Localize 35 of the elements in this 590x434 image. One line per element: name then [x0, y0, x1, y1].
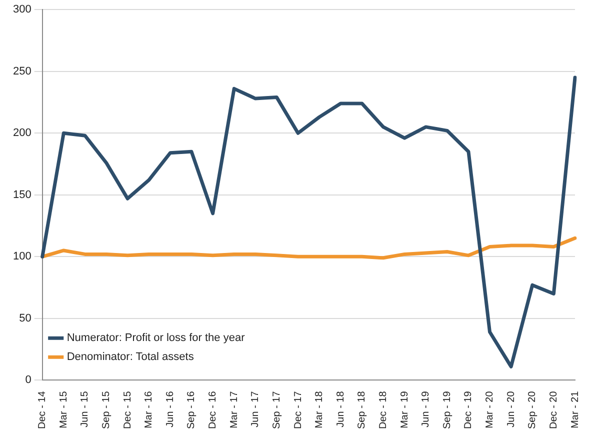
x-tick-label: Dec - 16 [208, 390, 219, 429]
x-tick-label: Mar - 17 [228, 390, 240, 428]
x-tick-label: Dec - 20 [548, 390, 560, 429]
x-tick-label: Sep - 15 [101, 390, 112, 430]
y-tick-label: 200 [12, 127, 32, 140]
legend-label: Denominator: Total assets [66, 351, 194, 364]
y-tick-label: 250 [12, 65, 32, 78]
x-tick-label: Sep - 17 [271, 390, 282, 430]
x-tick-label: Jun - 19 [420, 390, 432, 428]
x-tick-label: Jun - 17 [250, 390, 262, 428]
y-tick-label: 150 [12, 188, 32, 201]
x-tick-label: Sep - 19 [442, 390, 453, 430]
x-tick-label: Dec - 15 [122, 390, 134, 429]
x-tick-label: Mar - 16 [144, 390, 155, 428]
y-tick-label: 50 [19, 312, 32, 324]
x-tick-label: Sep - 16 [186, 390, 198, 430]
y-tick-label: 0 [25, 374, 32, 386]
x-tick-label: Dec - 18 [378, 390, 389, 429]
x-tick-label: Jun - 20 [506, 390, 517, 428]
y-tick-label: 100 [12, 250, 32, 263]
x-tick-label: Sep - 20 [527, 390, 538, 430]
x-tick-label: Mar - 19 [399, 390, 410, 428]
x-tick-label: Dec - 19 [463, 390, 474, 429]
x-tick-label: Mar - 15 [58, 390, 70, 428]
legend-label: Numerator: Profit or loss for the year [66, 332, 246, 344]
x-tick-label: Dec - 17 [292, 390, 304, 429]
x-tick-label: Mar - 21 [570, 390, 581, 428]
x-tick-label: Sep - 18 [356, 390, 368, 430]
x-tick-label: Jun - 15 [80, 390, 91, 428]
x-tick-label: Mar - 18 [314, 390, 326, 428]
x-tick-label: Jun - 18 [335, 390, 346, 428]
y-tick-label: 300 [12, 4, 32, 16]
x-tick-label: Jun - 16 [164, 390, 176, 428]
x-tick-label: Dec - 14 [37, 390, 48, 429]
x-tick-label: Mar - 20 [484, 390, 496, 428]
